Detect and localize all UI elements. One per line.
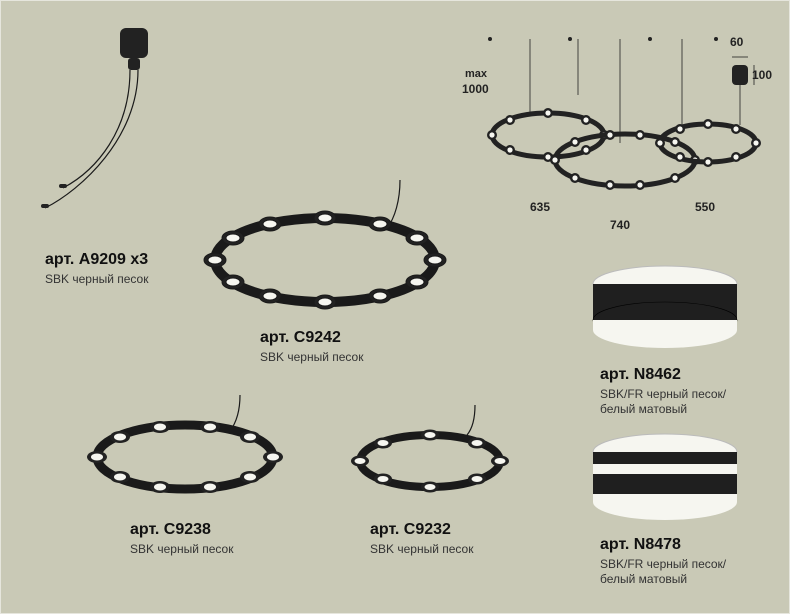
n8462-art: арт. N8462 xyxy=(600,365,760,385)
dim-max-label: max xyxy=(465,68,487,80)
dim-550: 550 xyxy=(695,200,715,214)
c9232-illustration xyxy=(345,405,515,515)
n8462-sub: SBK/FR черный песок/ белый матовый xyxy=(600,387,760,417)
dim-canopy-h: 100 xyxy=(752,68,772,82)
n8478-label: арт. N8478 SBK/FR черный песок/ белый ма… xyxy=(600,535,760,587)
c9232-art: арт. C9232 xyxy=(370,520,473,540)
c9232-sub: SBK черный песок xyxy=(370,542,473,557)
c9242-art: арт. C9242 xyxy=(260,328,363,348)
c9238-art: арт. C9238 xyxy=(130,520,233,540)
c9238-illustration xyxy=(80,395,290,515)
dim-canopy-w: 60 xyxy=(730,35,743,49)
n8462-illustration xyxy=(580,260,750,355)
c9238-sub: SBK черный песок xyxy=(130,542,233,557)
c9242-label: арт. C9242 SBK черный песок xyxy=(260,328,363,365)
catalog-card: арт. A9209 x3 SBK черный песок арт. C924… xyxy=(0,0,790,614)
c9242-sub: SBK черный песок xyxy=(260,350,363,365)
a9209-art: арт. A9209 x3 xyxy=(45,250,148,270)
dim-635: 635 xyxy=(530,200,550,214)
n8462-label: арт. N8462 SBK/FR черный песок/ белый ма… xyxy=(600,365,760,417)
c9238-label: арт. C9238 SBK черный песок xyxy=(130,520,233,557)
assembly-scheme xyxy=(470,25,780,225)
dim-max-value: 1000 xyxy=(462,82,489,96)
n8478-sub: SBK/FR черный песок/ белый матовый xyxy=(600,557,760,587)
a9209-sub: SBK черный песок xyxy=(45,272,148,287)
dim-740: 740 xyxy=(610,218,630,232)
n8478-illustration xyxy=(580,430,750,525)
a9209-label: арт. A9209 x3 SBK черный песок xyxy=(45,250,148,287)
c9232-label: арт. C9232 SBK черный песок xyxy=(370,520,473,557)
a9209-illustration xyxy=(35,20,195,220)
n8478-art: арт. N8478 xyxy=(600,535,760,555)
c9242-illustration xyxy=(195,180,455,330)
